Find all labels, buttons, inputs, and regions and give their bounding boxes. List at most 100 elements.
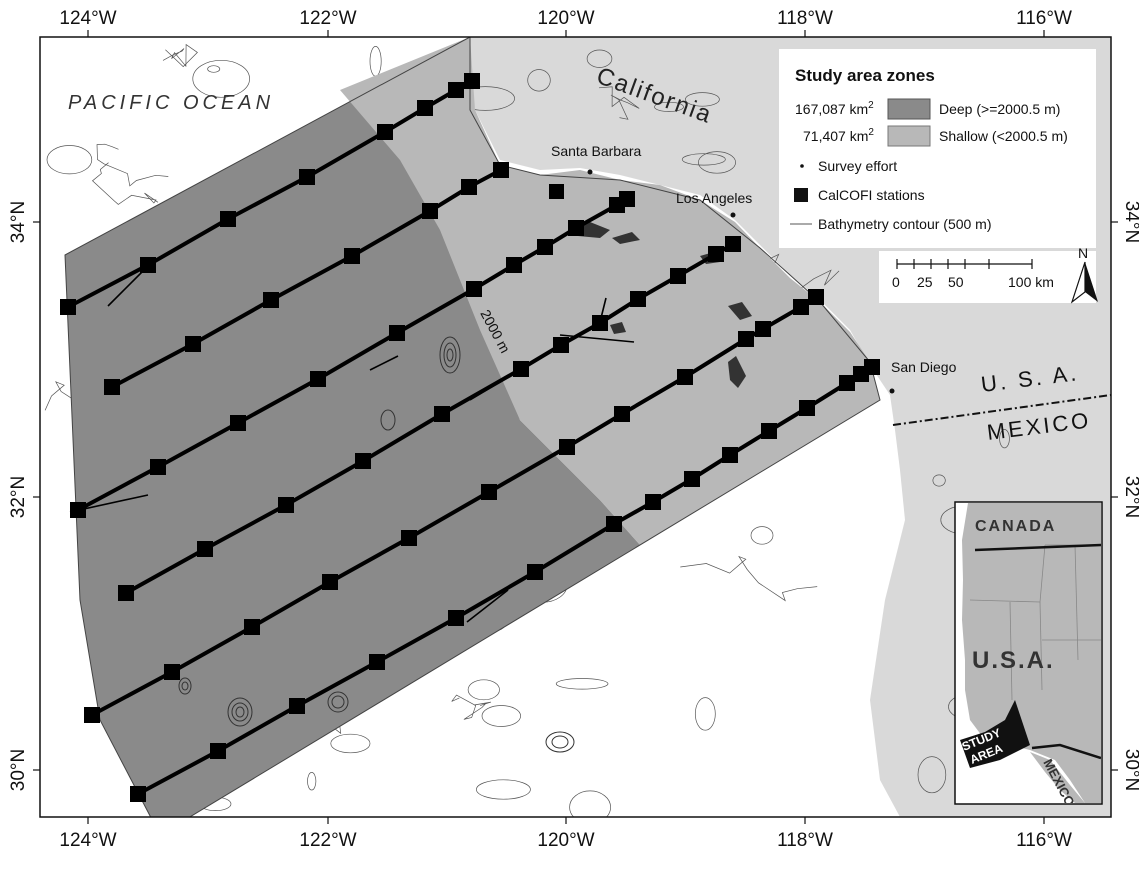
inset-map: CANADA U.S.A. MEXICO STUDY AREA [954,501,1103,805]
bathymetry-label: Bathymetry contour (500 m) [818,216,992,232]
calcofi-station-marker [481,484,497,500]
contour-ring [555,678,609,690]
calcofi-station-marker [448,610,464,626]
calcofi-station-marker [118,585,134,601]
calcofi-station-marker [210,743,226,759]
survey-effort-segment [369,355,399,371]
contour-ring [685,92,720,107]
calcofi-station-marker [553,337,569,353]
stations-symbol [794,188,808,202]
calcofi-station-marker [355,453,371,469]
lon-tick-bottom-116: 116°W [1016,830,1072,851]
contour-line [91,162,159,205]
calcofi-station-marker [864,359,880,375]
calcofi-station-marker [401,530,417,546]
shallow-label: Shallow (<2000.5 m) [939,128,1068,144]
shallow-area-value: 71,407 km2 [803,127,874,144]
survey-effort-label: Survey effort [818,158,897,174]
calcofi-station-marker [537,239,553,255]
survey-effort-segment [469,369,521,401]
calcofi-station-marker [289,698,305,714]
calcofi-station-marker [164,664,180,680]
contour-ring [192,59,250,98]
seamounts [178,336,575,753]
calcofi-station-marker [369,654,385,670]
calcofi-station-marker [645,494,661,510]
contour-ring [586,49,613,68]
contour-ring [694,697,716,731]
calcofi-station-marker [630,291,646,307]
calcofi-station-marker [104,379,120,395]
calcofi-station-marker [738,331,754,347]
calcofi-station-marker [377,124,393,140]
calcofi-station-marker [230,415,246,431]
lat-tick-left-30: 30°N [8,749,29,791]
calcofi-station-marker [549,184,564,199]
lon-tick-bottom-122: 122°W [299,830,356,851]
lon-tick-bottom-120: 120°W [537,830,594,851]
inset-baja [1030,752,1085,803]
scale-label-100: 100 km [1008,274,1054,290]
shallow-swatch [887,125,931,147]
calcofi-station-marker [244,619,260,635]
contour-line [451,694,492,720]
calcofi-station-marker [708,246,724,262]
lon-tick-bottom-118: 118°W [777,830,833,851]
deep-swatch [887,98,931,120]
deep-label: Deep (>=2000.5 m) [939,101,1060,117]
calcofi-station-marker [322,574,338,590]
contour-ring [999,429,1010,449]
lon-tick-top-122: 122°W [299,8,356,29]
calcofi-station-marker [606,516,622,532]
calcofi-station-marker [464,73,480,89]
inset-mexico-border [1031,743,1101,760]
deep-area-value: 167,087 km2 [795,100,874,117]
lat-tick-left-32: 32°N [8,476,29,518]
contour-ring [527,69,551,92]
calcofi-station-marker [130,786,146,802]
calcofi-station-marker [677,369,693,385]
lon-tick-top-116: 116°W [1016,8,1072,29]
calcofi-station-marker [568,220,584,236]
calcofi-station-marker [299,169,315,185]
calcofi-station-marker [84,707,100,723]
calcofi-station-marker [197,541,213,557]
lon-tick-top-118: 118°W [777,8,833,29]
lon-tick-top-120: 120°W [537,8,594,29]
calcofi-station-marker [722,447,738,463]
contour-ring [207,65,221,73]
scale-label-25: 25 [917,274,933,290]
calcofi-station-marker [799,400,815,416]
calcofi-station-marker [684,471,700,487]
contour-line [680,555,818,602]
contour-ring [481,705,521,727]
calcofi-station-marker [506,257,522,273]
los-angeles-label: Los Angeles [676,190,752,206]
inset-canada-label: CANADA [975,518,1056,535]
lat-tick-right-32: 32°N [1121,476,1139,518]
calcofi-station-marker [263,292,279,308]
inset-canada-border [974,543,1101,552]
calcofi-station-marker [310,371,326,387]
scale-bar [896,259,1033,269]
survey-effort-segment [559,334,635,343]
lat-tick-right-30: 30°N [1121,749,1139,791]
santa-barbara-dot [587,169,593,175]
survey-effort-segment [107,267,147,307]
graticule-ticks [33,30,1118,824]
calcofi-station-marker [140,257,156,273]
us-mexico-border [892,394,1111,426]
los-angeles-dot [730,212,736,218]
calcofi-station-marker [461,179,477,195]
calcofi-station-marker [839,375,855,391]
san-diego-dot [889,388,895,394]
study-area-outline [64,37,881,817]
survey-effort-symbol [800,164,804,168]
calcofi-stations [60,73,880,802]
calcofi-station-marker [344,248,360,264]
calcofi-station-marker [278,497,294,513]
calcofi-station-marker [808,289,824,305]
stations-label: CalCOFI stations [818,187,925,203]
calcofi-station-marker [755,321,771,337]
lon-tick-bottom-124: 124°W [59,830,116,851]
